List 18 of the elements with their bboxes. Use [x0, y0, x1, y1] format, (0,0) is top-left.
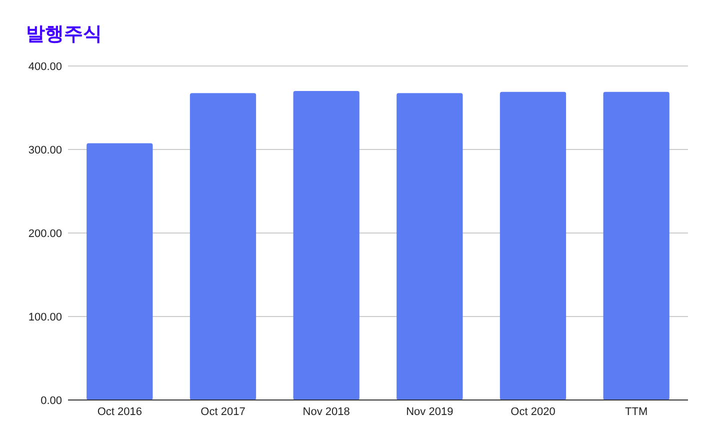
x-tick-label: Oct 2020: [510, 406, 556, 418]
bar: [293, 91, 360, 400]
x-tick-label: TTM: [625, 406, 648, 418]
x-tick-label: Nov 2019: [406, 406, 454, 418]
x-tick-label: Oct 2016: [97, 406, 142, 418]
chart-title: 발행주식: [26, 24, 102, 45]
y-tick-label: 0.00: [40, 395, 62, 407]
x-tick-label: Oct 2017: [200, 406, 246, 418]
bar: [500, 92, 566, 400]
y-tick-label: 400.00: [28, 61, 62, 73]
bar: [396, 93, 463, 400]
y-tick-label: 200.00: [28, 228, 62, 240]
bar: [190, 93, 256, 400]
bar: [86, 143, 153, 400]
bar: [603, 92, 670, 400]
y-tick-label: 300.00: [28, 144, 62, 156]
x-tick-label: Nov 2018: [302, 406, 350, 418]
y-tick-label: 100.00: [28, 312, 62, 324]
